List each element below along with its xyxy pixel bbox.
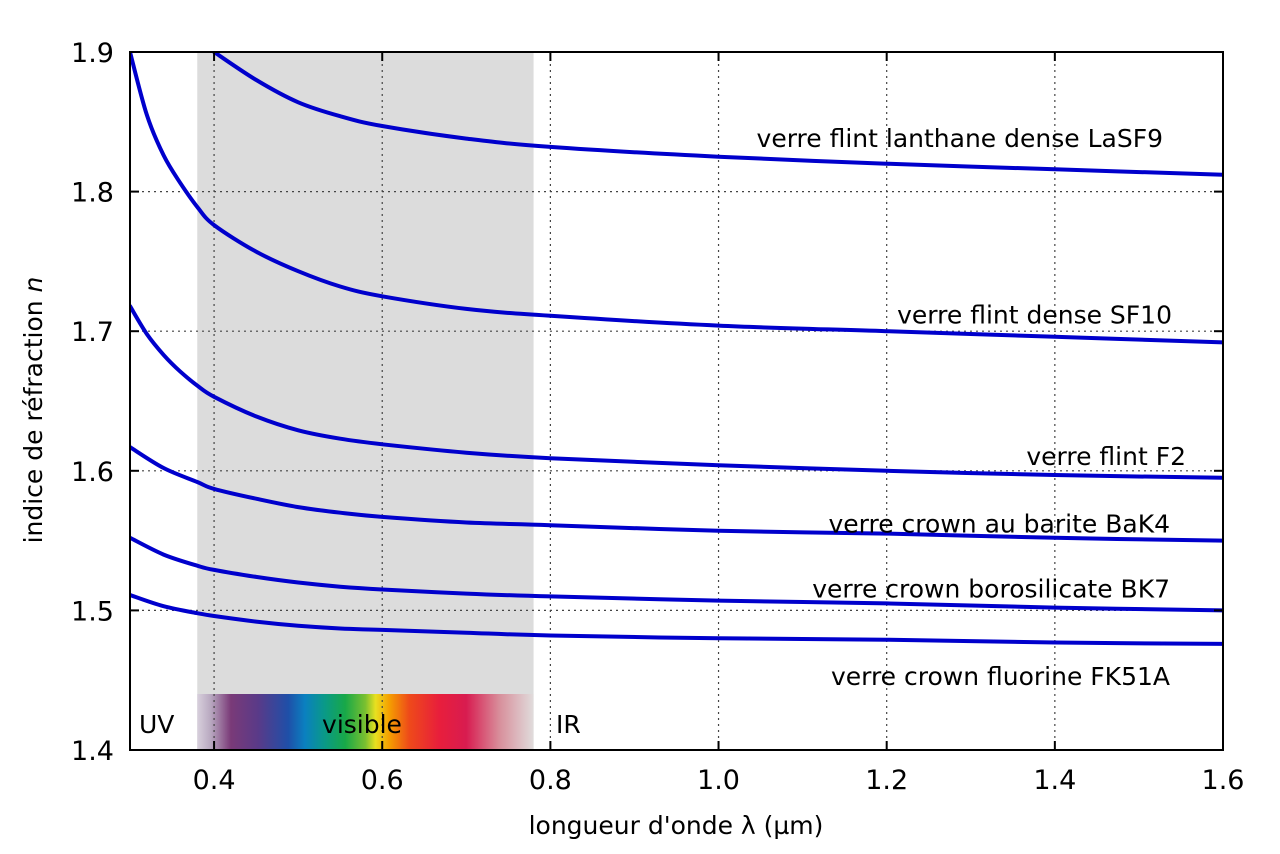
uv-region-label: UV bbox=[139, 710, 174, 739]
series-label-bk7: verre crown borosilicate BK7 bbox=[812, 574, 1170, 603]
x-tick-label: 1.4 bbox=[1033, 765, 1076, 796]
axis-ticks bbox=[130, 51, 1224, 751]
y-tick-label: 1.5 bbox=[71, 596, 114, 627]
x-axis-label: longueur d'onde λ (µm) bbox=[529, 811, 824, 840]
series-label-fk51a: verre crown fluorine FK51A bbox=[831, 662, 1170, 691]
series-line-bk7 bbox=[130, 535, 1223, 613]
series-line-lasf9 bbox=[212, 52, 1223, 177]
x-tick-label: 0.8 bbox=[529, 765, 572, 796]
x-tick-label: 0.6 bbox=[361, 765, 404, 796]
series-label-bak4: verre crown au barite BaK4 bbox=[828, 510, 1170, 539]
series-label-sf10: verre flint dense SF10 bbox=[897, 300, 1172, 329]
series-label-f2: verre flint F2 bbox=[1026, 442, 1186, 471]
y-axis-label-symbol: n bbox=[19, 277, 48, 293]
plot-frame bbox=[129, 51, 1224, 751]
series-labels: verre flint lanthane dense LaSF9 verre fl… bbox=[757, 124, 1186, 691]
y-tick-label: 1.7 bbox=[71, 317, 114, 348]
x-tick-label: 1.6 bbox=[1202, 765, 1245, 796]
series-label-lasf9: verre flint lanthane dense LaSF9 bbox=[757, 124, 1163, 153]
visible-region-label: visible bbox=[322, 710, 402, 739]
x-tick-labels: 0.4 0.6 0.8 1.0 1.2 1.4 1.6 bbox=[193, 765, 1245, 796]
y-tick-label: 1.9 bbox=[71, 38, 114, 69]
series-line-fk51a bbox=[130, 593, 1223, 646]
visible-band bbox=[197, 52, 534, 750]
x-tick-label: 0.4 bbox=[193, 765, 236, 796]
series-line-bak4 bbox=[130, 445, 1223, 543]
y-tick-label: 1.4 bbox=[71, 736, 114, 767]
y-axis-label-text: indice de réfraction bbox=[19, 300, 48, 543]
y-tick-label: 1.6 bbox=[71, 457, 114, 488]
series-line-f2 bbox=[130, 304, 1223, 480]
y-tick-labels: 1.4 1.5 1.6 1.7 1.8 1.9 bbox=[71, 38, 114, 767]
series-curves bbox=[130, 52, 1223, 646]
grid-lines bbox=[130, 52, 1223, 750]
visible-spectrum-bar bbox=[197, 694, 534, 750]
ir-region-label: IR bbox=[556, 710, 581, 739]
x-tick-label: 1.2 bbox=[865, 765, 908, 796]
x-tick-label: 1.0 bbox=[697, 765, 740, 796]
y-tick-label: 1.8 bbox=[71, 178, 114, 209]
series-line-sf10 bbox=[130, 52, 1223, 345]
y-axis-label: indice de réfraction n bbox=[19, 277, 48, 544]
